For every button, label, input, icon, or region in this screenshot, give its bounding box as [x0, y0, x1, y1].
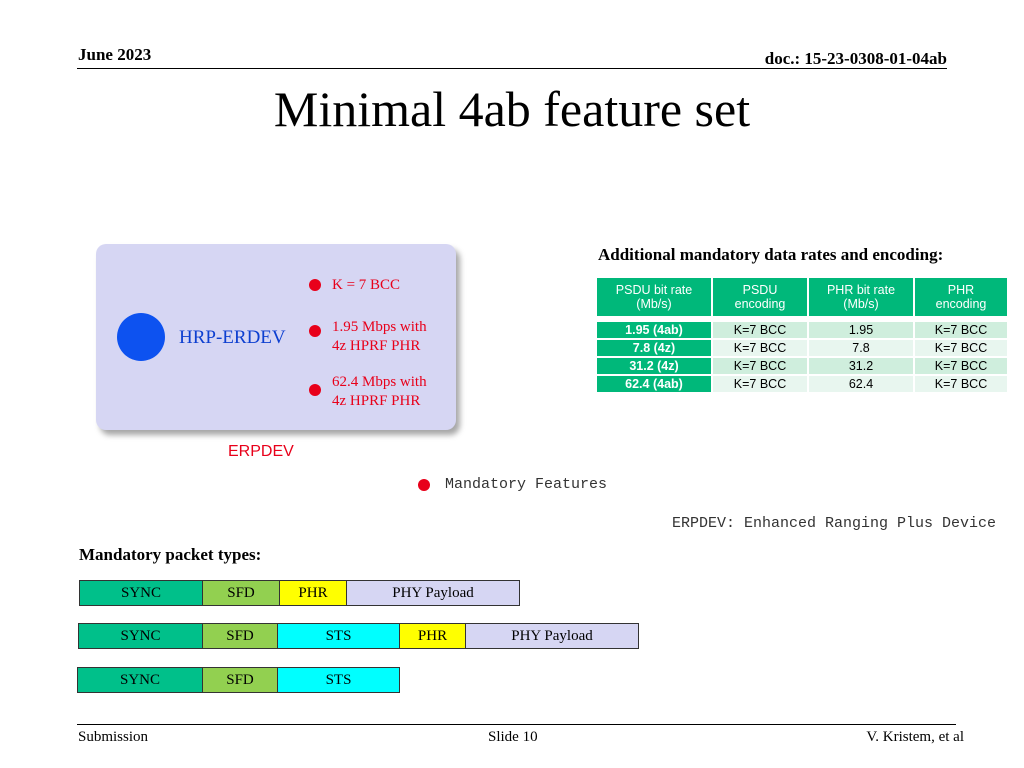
column-header: PSDU bit rate (Mb/s) [597, 278, 713, 322]
header-rule [77, 68, 947, 69]
slide-title: Minimal 4ab feature set [273, 81, 751, 137]
table-cell: K=7 BCC [713, 376, 809, 394]
table-cell: 7.8 (4z) [597, 340, 713, 358]
table-cell: 62.4 [809, 376, 915, 394]
device-dot-icon [117, 313, 165, 361]
table-header-row: PSDU bit rate (Mb/s) PSDU encoding PHR bit… [597, 278, 1009, 322]
header-doc-id: doc.: 15-23-0308-01-04ab [764, 49, 947, 68]
sfd-field: SFD [202, 580, 280, 606]
packets-heading: Mandatory packet types: [79, 545, 262, 564]
table-row: 7.8 (4z) K=7 BCC 7.8 K=7 BCC [597, 340, 1009, 358]
table-cell: K=7 BCC [713, 340, 809, 358]
table-cell: 31.2 (4z) [597, 358, 713, 376]
phy-payload-field: PHY Payload [465, 623, 639, 649]
sts-field: STS [277, 667, 400, 693]
column-header: PSDU encoding [713, 278, 809, 322]
feature-dot-icon [309, 325, 321, 337]
legend-dot-icon [418, 479, 430, 491]
device-caption: ERPDEV [228, 443, 294, 460]
feature-line: 4z HPRF PHR [332, 338, 421, 354]
table-cell: 7.8 [809, 340, 915, 358]
feature-line: K = 7 BCC [332, 277, 401, 293]
definition-note: ERPDEV: Enhanced Ranging Plus Device [671, 515, 996, 532]
table-cell: K=7 BCC [915, 358, 1009, 376]
table-cell: K=7 BCC [915, 322, 1009, 340]
footer-left: Submission [78, 729, 149, 745]
sync-field: SYNC [77, 667, 203, 693]
feature-line: 4z HPRF PHR [332, 393, 421, 409]
header-date: June 2023 [78, 45, 152, 64]
sfd-field: SFD [202, 623, 278, 649]
phr-field: PHR [279, 580, 347, 606]
sync-field: SYNC [78, 623, 203, 649]
column-header: PHR encoding [915, 278, 1009, 322]
table-cell: 1.95 (4ab) [597, 322, 713, 340]
feature-line: 1.95 Mbps with [332, 319, 427, 335]
legend-label: Mandatory Features [445, 476, 608, 493]
feature-item: 1.95 Mbps with 4z HPRF PHR [332, 318, 427, 356]
footer-rule [77, 724, 956, 725]
sts-field: STS [277, 623, 400, 649]
table-row: 62.4 (4ab) K=7 BCC 62.4 K=7 BCC [597, 376, 1009, 394]
table-cell: 31.2 [809, 358, 915, 376]
footer-author: V. Kristem, et al [866, 729, 964, 745]
slide-number: Slide 10 [488, 729, 538, 745]
table-cell: K=7 BCC [915, 376, 1009, 394]
feature-item: 62.4 Mbps with 4z HPRF PHR [332, 373, 427, 411]
table-cell: 1.95 [809, 322, 915, 340]
table-cell: K=7 BCC [713, 322, 809, 340]
table-cell: 62.4 (4ab) [597, 376, 713, 394]
table-row: 31.2 (4z) K=7 BCC 31.2 K=7 BCC [597, 358, 1009, 376]
table-cell: K=7 BCC [713, 358, 809, 376]
feature-dot-icon [309, 279, 321, 291]
phr-field: PHR [399, 623, 466, 649]
table-cell: K=7 BCC [915, 340, 1009, 358]
table-row: 1.95 (4ab) K=7 BCC 1.95 K=7 BCC [597, 322, 1009, 340]
device-name: HRP-ERDEV [179, 327, 286, 348]
phy-payload-field: PHY Payload [346, 580, 520, 606]
rates-heading: Additional mandatory data rates and enco… [598, 245, 944, 264]
sfd-field: SFD [202, 667, 278, 693]
column-header: PHR bit rate (Mb/s) [809, 278, 915, 322]
feature-item: K = 7 BCC [332, 276, 400, 295]
rates-table: PSDU bit rate (Mb/s) PSDU encoding PHR bit… [597, 278, 1009, 394]
sync-field: SYNC [79, 580, 203, 606]
feature-dot-icon [309, 384, 321, 396]
feature-line: 62.4 Mbps with [332, 374, 427, 390]
